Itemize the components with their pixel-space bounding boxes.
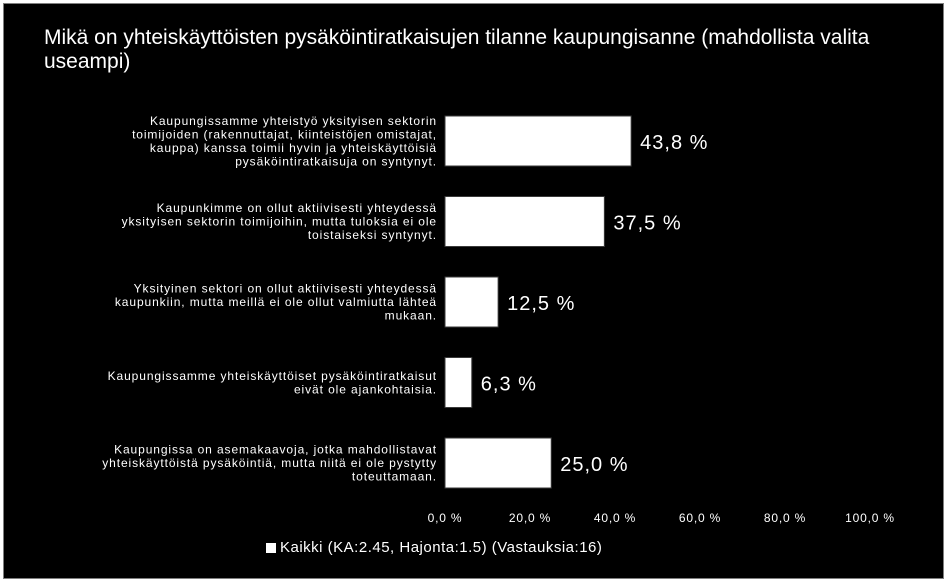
- x-tick-label-3: 40,0 %: [594, 511, 636, 525]
- x-tick-label-4: 60,0 %: [679, 511, 721, 525]
- bar-2: [444, 196, 605, 247]
- data-label-1: 43,8 %: [640, 132, 708, 154]
- x-tick-label-2: 20,0 %: [509, 511, 551, 525]
- chart-title: Mikä on yhteiskäyttöisten pysäköintiratk…: [44, 26, 870, 73]
- chart-frame: Mikä on yhteiskäyttöisten pysäköintiratk…: [3, 3, 944, 579]
- category-label-2: Kaupunkimme on ollut aktiivisesti yhteyd…: [122, 201, 437, 242]
- data-label-5: 25,0 %: [560, 454, 628, 476]
- legend-swatch: [266, 542, 276, 553]
- legend-label: Kaikki (KA:2.45, Hajonta:1.5) (Vastauksi…: [280, 539, 603, 556]
- x-tick-label-5: 80,0 %: [764, 511, 806, 525]
- x-tick-label-6: 100,0 %: [845, 511, 895, 525]
- bar-4: [444, 357, 473, 408]
- data-label-4: 6,3 %: [481, 374, 537, 396]
- category-label-5: Kaupungissa on asemakaavoja, jotka mahdo…: [102, 443, 437, 484]
- category-label-3: Yksityinen sektori on ollut aktiivisesti…: [115, 282, 437, 323]
- legend: Kaikki (KA:2.45, Hajonta:1.5) (Vastauksi…: [266, 539, 602, 556]
- category-label-4: Kaupungissamme yhteiskäyttöiset pysäköin…: [108, 369, 437, 397]
- x-tick-label-1: 0,0 %: [428, 511, 463, 525]
- category-label-1: Kaupungissamme yhteistyö yksityisen sekt…: [132, 114, 437, 169]
- data-label-2: 37,5 %: [613, 213, 681, 235]
- data-label-3: 12,5 %: [507, 293, 575, 315]
- bar-5: [444, 437, 552, 489]
- bar-3: [444, 276, 499, 328]
- chart-plot: 43,8 % Kaupungissamme yhteistyö yksityise…: [102, 114, 895, 525]
- bar-1: [444, 115, 632, 167]
